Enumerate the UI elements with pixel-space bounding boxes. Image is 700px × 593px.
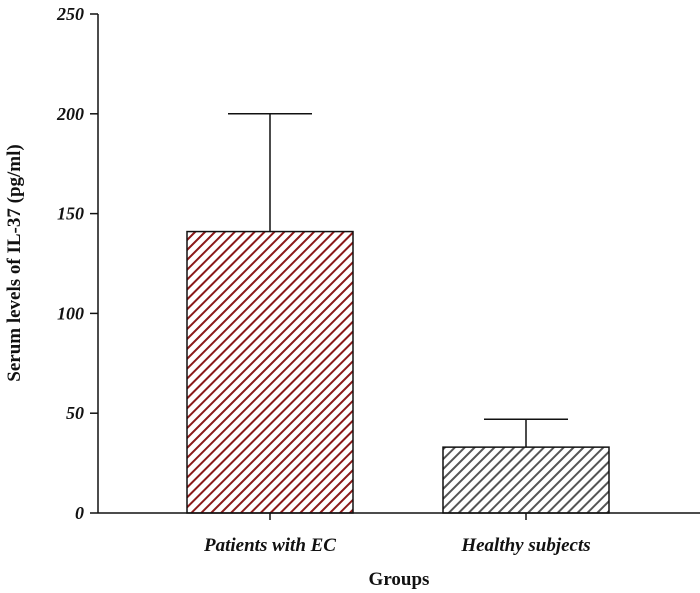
- y-tick-label-0: 0: [75, 503, 84, 523]
- x-tick-label-1: Healthy subjects: [460, 535, 590, 556]
- x-tick-label-0: Patients with EC: [203, 535, 336, 556]
- y-tick-label-1: 50: [66, 403, 84, 423]
- y-tick-label-4: 200: [56, 104, 84, 124]
- y-tick-label-3: 150: [57, 204, 84, 224]
- x-axis-title: Groups: [369, 569, 430, 590]
- y-axis-title: Serum levels of IL-37 (pg/ml): [4, 144, 25, 381]
- y-tick-label-5: 250: [56, 4, 84, 24]
- bar-1: [442, 446, 610, 514]
- bar-0: [186, 230, 354, 514]
- y-tick-label-2: 100: [57, 303, 84, 323]
